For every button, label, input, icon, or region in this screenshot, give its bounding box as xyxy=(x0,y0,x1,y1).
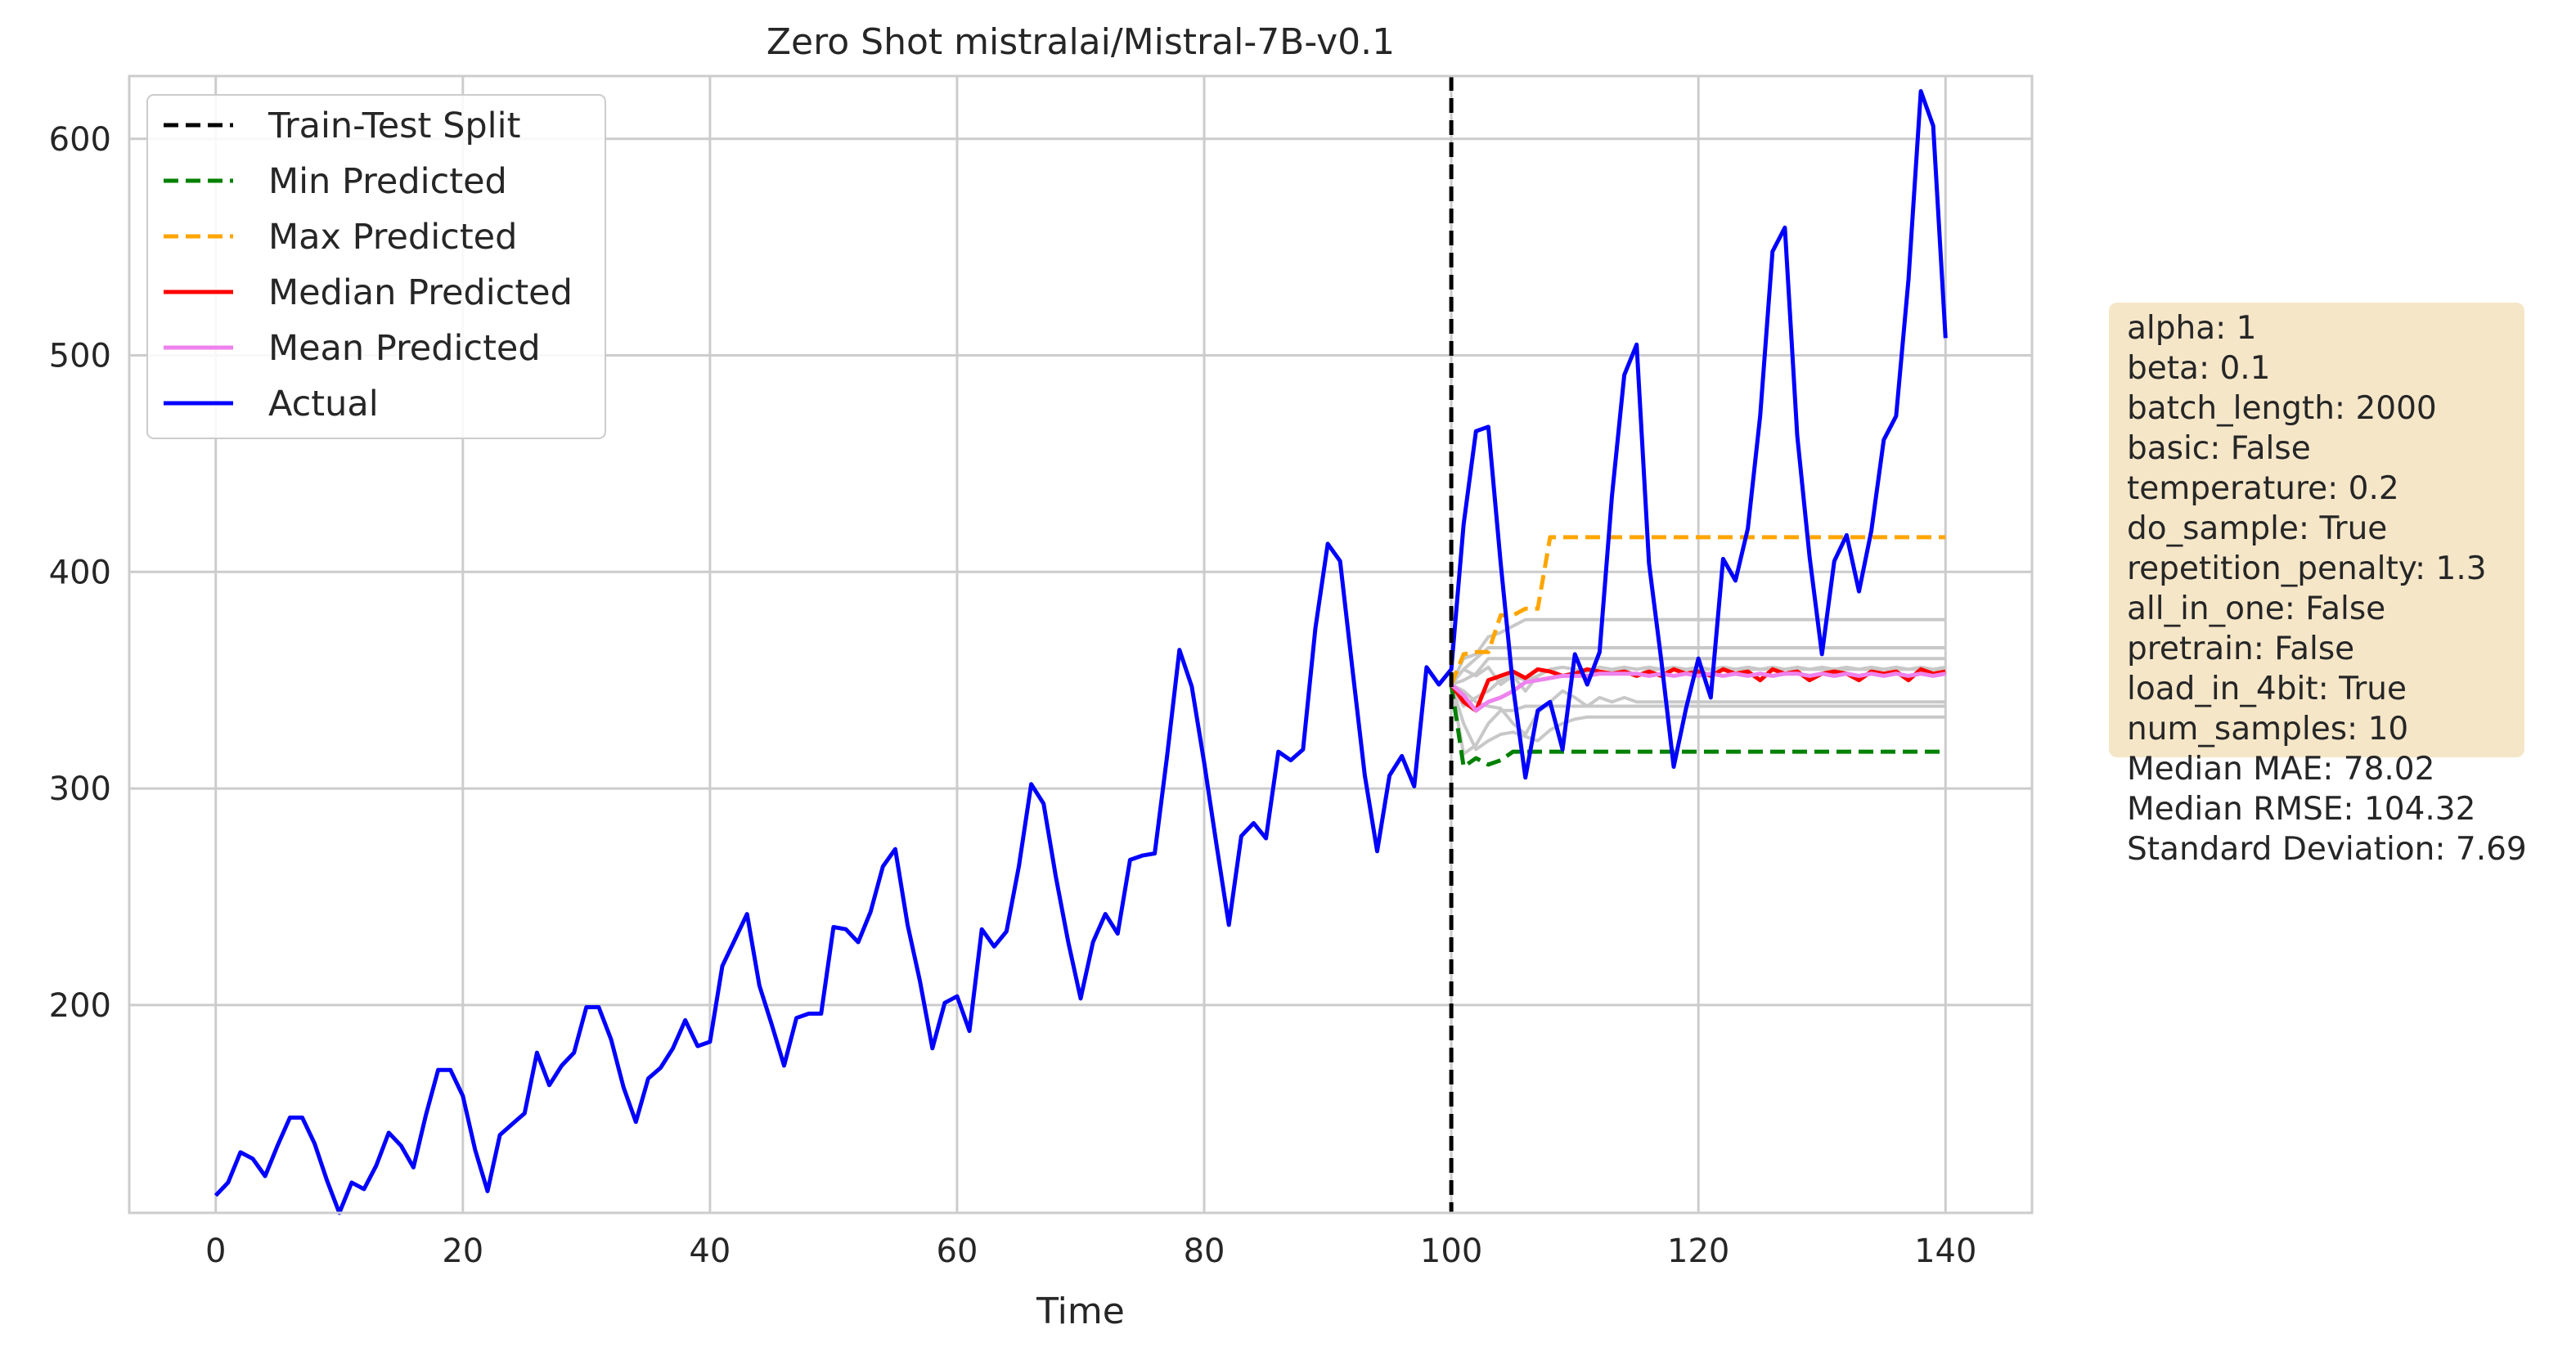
info-param: do_sample: True xyxy=(2127,510,2387,547)
info-param: pretrain: False xyxy=(2127,631,2354,667)
legend-box xyxy=(146,94,606,439)
series-line-min-predicted xyxy=(1449,684,1946,770)
series-line-median-predicted xyxy=(1450,667,1946,713)
legend-label: Mean Predicted xyxy=(268,328,541,369)
info-param: all_in_one: False xyxy=(2127,590,2385,627)
x-tick-label: 120 xyxy=(1667,1233,1729,1270)
series-line-max-predicted xyxy=(1449,535,1946,685)
info-param: alpha: 1 xyxy=(2127,310,2256,347)
y-tick-label: 500 xyxy=(49,338,111,375)
info-metric: Median MAE: 78.02 xyxy=(2127,751,2434,788)
sample-path-line xyxy=(1450,683,1946,736)
series-line-actual xyxy=(214,89,1948,1215)
x-tick-label: 0 xyxy=(205,1233,226,1270)
x-tick-label: 60 xyxy=(937,1233,978,1270)
x-tick-label: 80 xyxy=(1184,1233,1225,1270)
info-param: beta: 0.1 xyxy=(2127,350,2271,387)
info-metric: Median RMSE: 104.32 xyxy=(2127,791,2475,828)
legend-label: Median Predicted xyxy=(268,272,573,313)
legend-label: Train-Test Split xyxy=(267,106,520,146)
chart-title: Zero Shot mistralai/Mistral-7B-v0.1 xyxy=(767,21,1395,63)
info-param: temperature: 0.2 xyxy=(2127,470,2399,507)
ticks: 0 20 40 60 80 100 120 140 200 300 400 500 600 xyxy=(49,121,1977,1270)
info-param: num_samples: 10 xyxy=(2127,711,2408,748)
legend: Train-Test Split Min Predicted Max Predict… xyxy=(146,94,606,439)
info-metric: Standard Deviation: 7.69 xyxy=(2127,831,2527,868)
x-tick-label: 100 xyxy=(1420,1233,1482,1270)
x-tick-label: 140 xyxy=(1914,1233,1976,1270)
y-tick-label: 300 xyxy=(49,770,111,808)
sample-path-line xyxy=(1450,665,1946,708)
legend-label: Actual xyxy=(268,384,379,424)
plot-frame xyxy=(128,74,2034,1215)
info-param: batch_length: 2000 xyxy=(2127,390,2437,427)
legend-label: Max Predicted xyxy=(268,217,517,258)
y-tick-label: 200 xyxy=(49,987,111,1025)
x-axis-label: Time xyxy=(1036,1291,1125,1332)
sample-path-line xyxy=(1450,617,1946,685)
legend-label: Min Predicted xyxy=(268,161,507,202)
series-layer xyxy=(214,76,1948,1215)
sample-path-line xyxy=(1450,684,1946,756)
info-param: repetition_penalty: 1.3 xyxy=(2127,550,2487,587)
y-tick-label: 600 xyxy=(49,121,111,159)
series-line-mean-predicted xyxy=(1450,671,1946,713)
sample-path-line xyxy=(1450,646,1946,686)
info-param: load_in_4bit: True xyxy=(2127,671,2407,707)
x-tick-label: 20 xyxy=(442,1233,483,1270)
y-tick-label: 400 xyxy=(49,554,111,591)
info-box-background xyxy=(2109,303,2524,757)
x-tick-label: 40 xyxy=(689,1233,731,1270)
info-param: basic: False xyxy=(2127,430,2311,467)
